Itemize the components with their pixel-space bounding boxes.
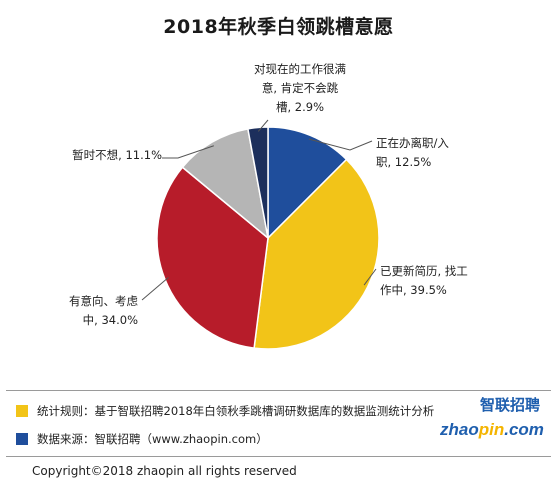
pie-slice-4 <box>247 126 269 239</box>
logo-chinese-text: 智联招聘 <box>479 396 540 414</box>
leader-line-0 <box>308 138 373 151</box>
divider <box>6 390 551 391</box>
pie-slice-2 <box>156 166 269 349</box>
pie-slice-1 <box>253 158 380 350</box>
chart-title: 2018年秋季白领跳槽意愿 <box>163 16 394 38</box>
pie-slice-3 <box>181 127 270 240</box>
slice-label-2: 有意向、考虑 中, 34.0% <box>69 294 138 327</box>
pie-chart <box>141 119 380 350</box>
leader-line-1 <box>363 268 377 286</box>
note-source: 数据来源：智联招聘（www.zhaopin.com） <box>16 430 268 448</box>
logo-english-text: zhaopin.com <box>440 420 544 439</box>
slice-label-0: 正在办离职/入 职, 12.5% <box>376 136 449 169</box>
note-rule: 统计规则：基于智联招聘2018年白领秋季跳槽调研数据库的数据监测统计分析 <box>16 402 434 420</box>
yellow-square-icon <box>16 405 28 417</box>
leader-line-2 <box>141 277 169 301</box>
pie-slice-0 <box>267 126 348 240</box>
leader-line-4 <box>257 119 269 132</box>
note-source-text: 数据来源：智联招聘（www.zhaopin.com） <box>37 432 268 446</box>
slice-label-3: 暂时不想, 11.1% <box>72 148 162 162</box>
divider-bottom <box>6 456 551 457</box>
leader-line-3 <box>162 145 214 159</box>
blue-square-icon <box>16 433 28 445</box>
slice-label-1: 已更新简历, 找工 作中, 39.5% <box>380 264 468 297</box>
note-rule-text: 统计规则：基于智联招聘2018年白领秋季跳槽调研数据库的数据监测统计分析 <box>37 404 435 418</box>
zhaopin-logo: 智联招聘 zhaopin.com <box>436 394 548 448</box>
copyright: Copyright©2018 zhaopin all rights reserv… <box>32 464 297 478</box>
slice-label-4: 对现在的工作很满 意, 肯定不会跳 槽, 2.9% <box>254 62 346 114</box>
